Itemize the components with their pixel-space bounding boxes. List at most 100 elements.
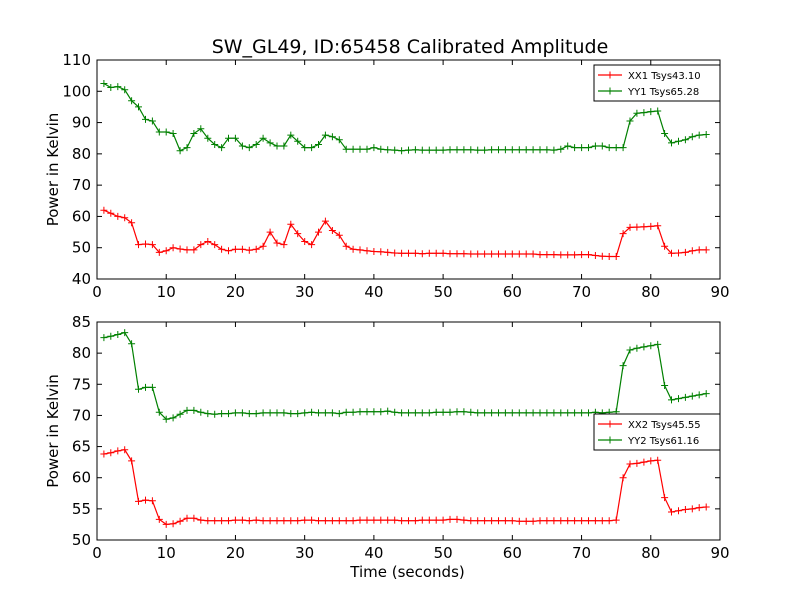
data-point [148,241,156,249]
x-tick-label: 90 [710,283,729,301]
data-point [585,517,592,525]
data-point [439,249,447,257]
data-point [598,142,606,150]
data-point [640,109,648,117]
data-point [578,144,586,152]
data-point [612,516,620,524]
x-tick-label: 0 [92,283,102,301]
y-tick-label: 60 [72,469,91,487]
data-point [405,409,412,417]
data-point [252,516,260,524]
data-point [702,246,710,254]
data-point [446,250,454,258]
data-point [162,415,170,423]
data-point [204,238,212,245]
data-point [155,248,163,256]
data-point [529,146,537,154]
series-1 [100,206,710,260]
data-point [225,134,232,142]
data-point [142,496,149,504]
data-point [162,128,170,136]
data-point [238,516,246,524]
data-point [100,80,108,87]
data-point [107,449,115,457]
data-point [439,408,447,416]
series-2 [100,80,710,155]
data-point [543,146,551,154]
data-point [114,447,122,455]
data-point [571,251,579,259]
data-point [695,391,703,399]
data-point [675,137,682,145]
data-point [321,517,329,525]
x-tick-label: 80 [641,283,660,301]
data-point [675,507,682,515]
data-point [453,515,461,523]
data-point [266,409,274,417]
data-point [183,144,191,152]
data-point [688,505,696,513]
data-point [695,131,703,139]
data-point [225,517,232,525]
data-point [342,242,350,250]
x-tick-label: 10 [157,283,176,301]
series-line [103,449,707,526]
y-tick-label: 70 [72,176,91,194]
data-point [453,250,461,258]
legend-marker [606,420,614,428]
data-point [550,251,558,259]
y-tick-label: 50 [72,531,91,549]
data-point [446,408,454,416]
data-point [598,517,606,525]
data-point [585,409,592,417]
data-point [474,250,482,258]
y-tick-label: 110 [62,51,91,69]
data-point [495,517,502,525]
data-point [391,516,399,524]
data-point [231,134,239,142]
data-point [474,517,482,525]
data-point [280,409,288,417]
data-point [536,146,544,154]
data-point [675,249,682,257]
data-point [488,146,496,154]
data-point [287,410,295,418]
data-point [315,228,322,236]
axes-frame [96,59,721,280]
data-point [702,131,710,138]
data-point [508,146,516,154]
data-point [259,134,267,142]
legend-box [593,64,721,102]
x-tick-label: 90 [710,544,729,562]
data-point [273,142,281,150]
data-point [661,130,669,137]
data-point [155,515,163,523]
data-point [405,146,412,154]
data-point [370,516,378,524]
data-point [287,220,295,228]
data-point [605,517,613,525]
data-point [647,108,655,116]
data-point [654,456,662,464]
data-point [114,331,122,338]
data-point [654,222,662,230]
data-point [321,131,329,139]
data-point [681,506,689,513]
legend-marker [606,71,614,79]
data-point [204,517,212,525]
data-point [633,459,641,467]
legend: XX1 Tsys43.10 YY1 Tsys65.28 [593,64,721,102]
data-point [197,125,205,133]
data-point [342,145,350,153]
data-point [668,508,675,516]
data-point [128,340,136,348]
data-point [550,146,558,154]
data-point [626,460,634,468]
data-point [183,514,191,522]
legend-entry: YY2 Tsys61.16 [598,436,699,447]
data-point [702,390,710,398]
data-point [633,344,641,352]
data-point [633,223,641,231]
data-point [204,134,212,142]
